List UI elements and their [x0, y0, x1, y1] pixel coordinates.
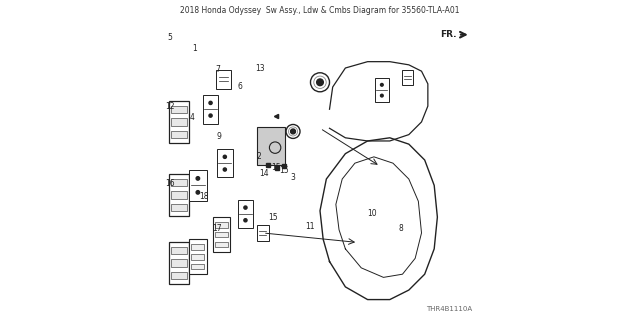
Circle shape — [209, 114, 212, 117]
Bar — [191, 244, 205, 250]
Bar — [215, 222, 228, 228]
FancyBboxPatch shape — [203, 95, 218, 124]
FancyBboxPatch shape — [237, 200, 253, 228]
FancyBboxPatch shape — [168, 174, 189, 215]
Text: 14: 14 — [259, 169, 268, 178]
Text: 9: 9 — [217, 132, 221, 141]
Text: 15: 15 — [268, 212, 278, 222]
Circle shape — [381, 94, 383, 97]
Text: THR4B1110A: THR4B1110A — [426, 306, 472, 312]
FancyBboxPatch shape — [213, 217, 230, 252]
Text: 4: 4 — [189, 113, 195, 122]
Circle shape — [209, 101, 212, 105]
Bar — [171, 131, 187, 138]
Bar — [215, 242, 228, 247]
Bar — [171, 118, 187, 126]
Bar — [171, 106, 187, 113]
Circle shape — [244, 206, 247, 209]
FancyBboxPatch shape — [257, 127, 285, 165]
Text: 7: 7 — [216, 65, 220, 74]
Bar — [171, 191, 187, 199]
Circle shape — [317, 79, 323, 86]
Text: 1: 1 — [193, 44, 197, 53]
Text: 13: 13 — [255, 64, 264, 74]
Circle shape — [223, 168, 227, 171]
Circle shape — [381, 84, 383, 86]
Bar — [171, 260, 187, 267]
Text: 3: 3 — [291, 173, 296, 182]
Bar — [215, 232, 228, 237]
FancyBboxPatch shape — [217, 149, 233, 178]
Text: FR.: FR. — [440, 30, 456, 39]
Bar — [171, 247, 187, 254]
Text: 15: 15 — [278, 166, 289, 175]
Text: 2: 2 — [257, 152, 262, 161]
Text: 12: 12 — [166, 101, 175, 111]
Circle shape — [244, 219, 247, 222]
Text: 16: 16 — [165, 179, 175, 188]
FancyBboxPatch shape — [375, 78, 388, 102]
FancyBboxPatch shape — [401, 70, 413, 85]
Bar — [191, 264, 205, 269]
Text: 5: 5 — [168, 33, 173, 42]
Text: 6: 6 — [237, 82, 243, 91]
FancyBboxPatch shape — [216, 69, 230, 89]
Bar — [171, 272, 187, 279]
FancyBboxPatch shape — [189, 170, 207, 201]
FancyBboxPatch shape — [168, 101, 189, 142]
Text: 11: 11 — [305, 222, 315, 231]
Bar — [171, 204, 187, 211]
Text: 8: 8 — [399, 224, 403, 233]
Circle shape — [196, 177, 200, 180]
FancyBboxPatch shape — [168, 243, 189, 284]
FancyBboxPatch shape — [189, 239, 207, 274]
Circle shape — [223, 155, 227, 158]
Circle shape — [291, 129, 296, 134]
Text: 10: 10 — [367, 209, 377, 219]
Text: 2018 Honda Odyssey  Sw Assy., Ldw & Cmbs Diagram for 35560-TLA-A01: 2018 Honda Odyssey Sw Assy., Ldw & Cmbs … — [180, 6, 460, 15]
Bar — [171, 179, 187, 186]
Text: 15: 15 — [271, 164, 281, 172]
FancyBboxPatch shape — [257, 225, 269, 241]
Bar — [191, 254, 205, 260]
Text: 17: 17 — [212, 224, 221, 233]
Circle shape — [196, 191, 200, 194]
Text: 18: 18 — [200, 192, 209, 201]
